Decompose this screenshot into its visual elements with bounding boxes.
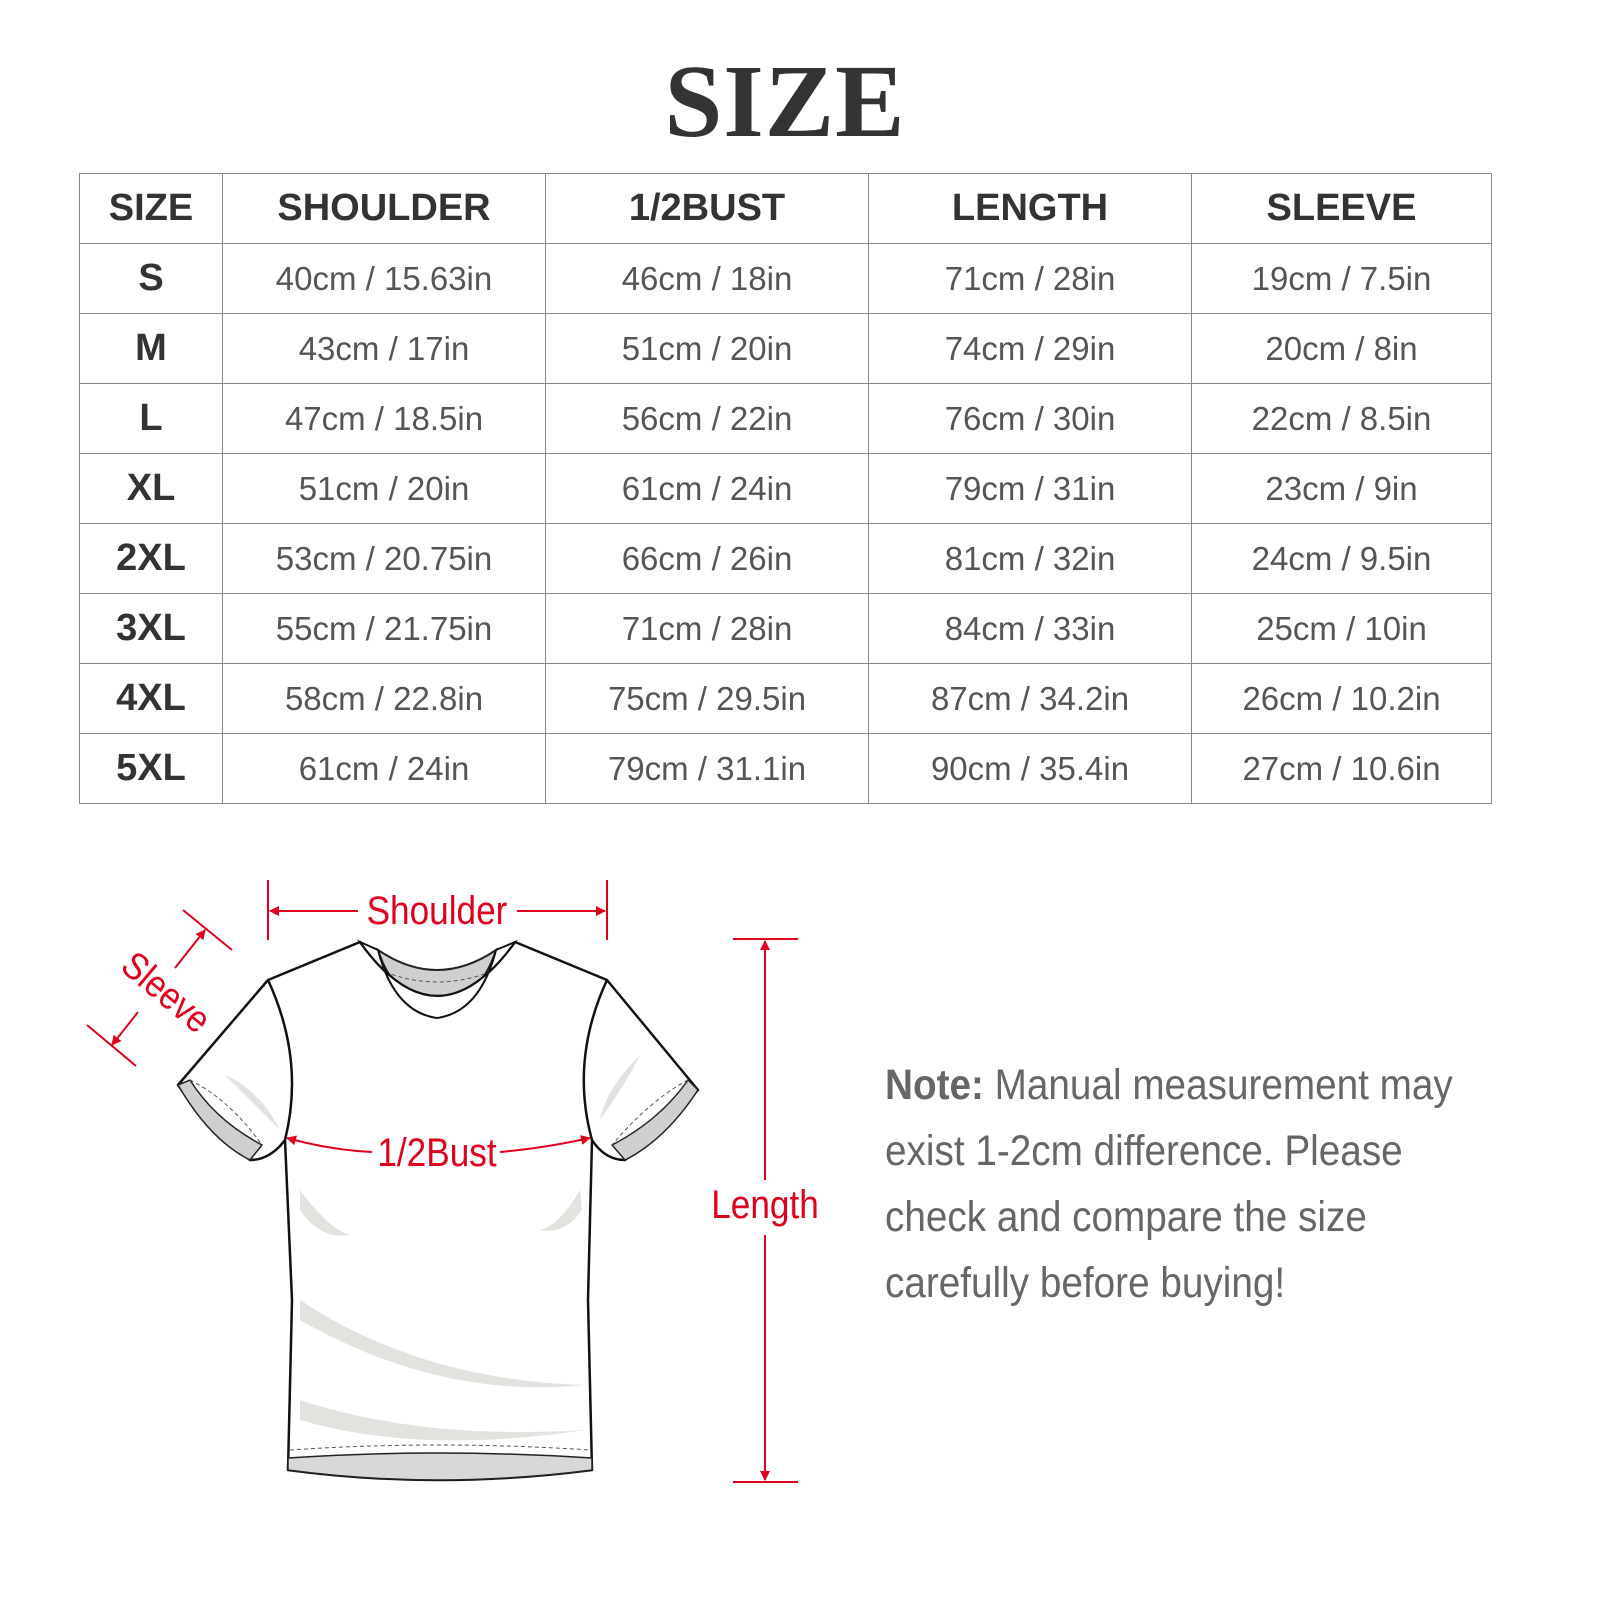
table-row: 3XL 55cm / 21.75in 71cm / 28in 84cm / 33in 2… [79, 593, 1492, 664]
measurement-cell: 26cm / 10.2in [1191, 663, 1492, 734]
measurement-cell: 66cm / 26in [545, 523, 869, 594]
measurement-cell: 25cm / 10in [1191, 593, 1492, 664]
measurement-cell: 23cm / 9in [1191, 453, 1492, 524]
measurement-cell: 53cm / 20.75in [222, 523, 546, 594]
size-cell: 5XL [79, 733, 223, 804]
measurement-cell: 19cm / 7.5in [1191, 243, 1492, 314]
column-header: SIZE [79, 173, 223, 244]
size-cell: 4XL [79, 663, 223, 734]
measurement-cell: 71cm / 28in [868, 243, 1192, 314]
measurement-cell: 75cm / 29.5in [545, 663, 869, 734]
measurement-cell: 46cm / 18in [545, 243, 869, 314]
measurement-cell: 24cm / 9.5in [1191, 523, 1492, 594]
note-text: Manual measurement may exist 1-2cm diffe… [885, 1061, 1453, 1307]
table-header-row: SIZE SHOULDER 1/2BUST LENGTH SLEEVE [79, 173, 1492, 244]
measurement-cell: 55cm / 21.75in [222, 593, 546, 664]
table-row: M 43cm / 17in 51cm / 20in 74cm / 29in 20cm /… [79, 313, 1492, 384]
measurement-note: Note: Manual measurement may exist 1-2cm… [885, 1052, 1506, 1316]
length-label: Length [711, 1182, 819, 1227]
column-header: 1/2BUST [545, 173, 869, 244]
measurement-cell: 71cm / 28in [545, 593, 869, 664]
page-title: SIZE [664, 44, 906, 159]
size-cell: L [79, 383, 223, 454]
column-header: SLEEVE [1191, 173, 1492, 244]
measurement-cell: 61cm / 24in [545, 453, 869, 524]
table-row: 2XL 53cm / 20.75in 66cm / 26in 81cm / 32in 2… [79, 523, 1492, 594]
shoulder-label: Shoulder [367, 888, 508, 933]
tshirt-outline [176, 939, 700, 1482]
measurement-cell: 84cm / 33in [868, 593, 1192, 664]
table-row: XL 51cm / 20in 61cm / 24in 79cm / 31in 23cm … [79, 453, 1492, 524]
measurement-cell: 51cm / 20in [545, 313, 869, 384]
sleeve-label: Sleeve [113, 943, 219, 1041]
table-row: 5XL 61cm / 24in 79cm / 31.1in 90cm / 35.4in… [79, 733, 1492, 804]
measurement-cell: 76cm / 30in [868, 383, 1192, 454]
table-row: S 40cm / 15.63in 46cm / 18in 71cm / 28in 19c… [79, 243, 1492, 314]
measurement-cell: 61cm / 24in [222, 733, 546, 804]
size-cell: S [79, 243, 223, 314]
size-cell: XL [79, 453, 223, 524]
measurement-cell: 40cm / 15.63in [222, 243, 546, 314]
measurement-cell: 51cm / 20in [222, 453, 546, 524]
table-row: L 47cm / 18.5in 56cm / 22in 76cm / 30in 22cm… [79, 383, 1492, 454]
size-table: SIZE SHOULDER 1/2BUST LENGTH SLEEVE S 40cm / … [79, 173, 1492, 804]
measurement-cell: 81cm / 32in [868, 523, 1192, 594]
note-label: Note: [885, 1061, 984, 1109]
measurement-cell: 74cm / 29in [868, 313, 1192, 384]
column-header: LENGTH [868, 173, 1192, 244]
size-cell: 3XL [79, 593, 223, 664]
measurement-guides [86, 880, 798, 1483]
measurement-cell: 27cm / 10.6in [1191, 733, 1492, 804]
size-cell: M [79, 313, 223, 384]
measurement-cell: 79cm / 31.1in [545, 733, 869, 804]
table-row: 4XL 58cm / 22.8in 75cm / 29.5in 87cm / 34.2… [79, 663, 1492, 734]
measurement-cell: 58cm / 22.8in [222, 663, 546, 734]
bust-label: 1/2Bust [377, 1130, 497, 1175]
measurement-cell: 20cm / 8in [1191, 313, 1492, 384]
measurement-cell: 43cm / 17in [222, 313, 546, 384]
measurement-cell: 22cm / 8.5in [1191, 383, 1492, 454]
measurement-cell: 56cm / 22in [545, 383, 869, 454]
measurement-cell: 90cm / 35.4in [868, 733, 1192, 804]
